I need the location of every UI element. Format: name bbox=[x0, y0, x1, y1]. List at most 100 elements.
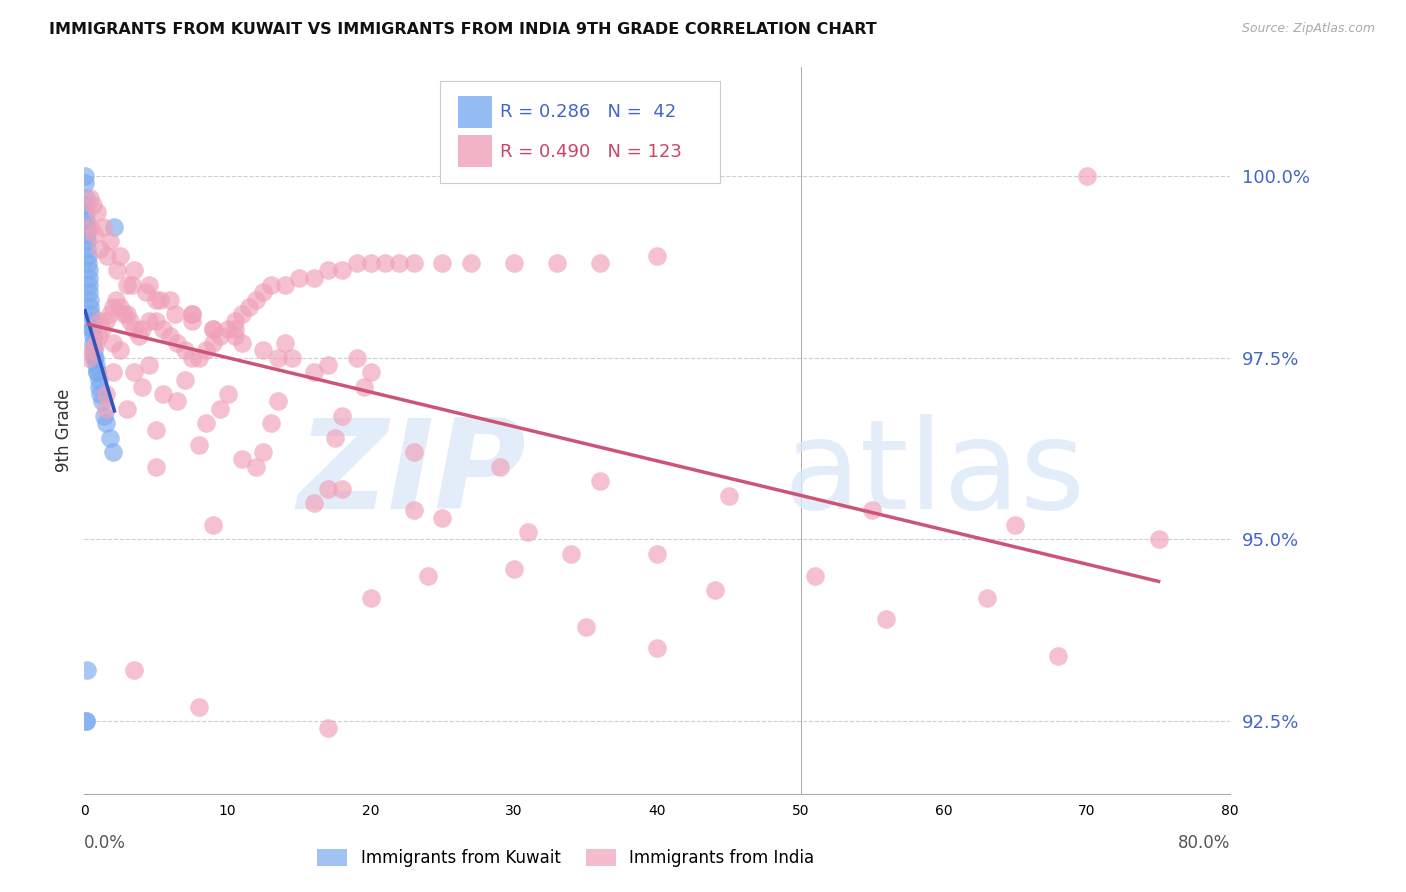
Point bbox=[976, 591, 998, 605]
Point bbox=[302, 496, 325, 510]
Point bbox=[188, 351, 211, 365]
Point bbox=[145, 293, 167, 307]
Point bbox=[79, 293, 101, 307]
Point bbox=[77, 256, 100, 270]
Point bbox=[860, 503, 883, 517]
Point bbox=[79, 285, 101, 300]
Point bbox=[180, 307, 202, 321]
Point bbox=[121, 277, 143, 292]
Point bbox=[224, 314, 246, 328]
Point bbox=[173, 343, 195, 358]
Point bbox=[145, 459, 167, 474]
Point bbox=[80, 321, 103, 335]
Point bbox=[145, 314, 167, 328]
Point bbox=[875, 612, 898, 626]
Point bbox=[402, 503, 425, 517]
Point bbox=[252, 285, 274, 300]
Point bbox=[360, 256, 382, 270]
FancyBboxPatch shape bbox=[458, 136, 492, 167]
Point bbox=[330, 263, 353, 277]
Point bbox=[76, 663, 98, 677]
Point bbox=[166, 336, 188, 351]
Point bbox=[87, 372, 110, 386]
Point bbox=[87, 314, 110, 328]
Point bbox=[77, 351, 100, 365]
Point bbox=[503, 561, 526, 575]
Point bbox=[131, 380, 153, 394]
Point bbox=[82, 336, 104, 351]
Point bbox=[330, 409, 353, 423]
Point bbox=[316, 722, 339, 736]
Point bbox=[202, 321, 225, 335]
Point bbox=[173, 372, 195, 386]
Point bbox=[104, 293, 127, 307]
Point bbox=[114, 307, 136, 321]
Point bbox=[75, 212, 97, 227]
Point bbox=[94, 401, 117, 416]
Point bbox=[89, 242, 111, 256]
Point bbox=[804, 568, 827, 582]
Point bbox=[124, 321, 146, 335]
Point bbox=[346, 256, 368, 270]
Point bbox=[138, 314, 160, 328]
Point bbox=[517, 525, 540, 540]
Point bbox=[90, 394, 112, 409]
Point bbox=[82, 198, 104, 212]
Point bbox=[245, 293, 267, 307]
Point bbox=[84, 351, 107, 365]
Point bbox=[252, 343, 274, 358]
Text: IMMIGRANTS FROM KUWAIT VS IMMIGRANTS FROM INDIA 9TH GRADE CORRELATION CHART: IMMIGRANTS FROM KUWAIT VS IMMIGRANTS FRO… bbox=[49, 22, 877, 37]
Point bbox=[131, 321, 153, 335]
Point bbox=[274, 336, 297, 351]
Point bbox=[195, 343, 218, 358]
Point bbox=[460, 256, 482, 270]
Point bbox=[76, 227, 98, 241]
Point bbox=[124, 663, 146, 677]
Point bbox=[101, 336, 124, 351]
Point bbox=[124, 263, 146, 277]
Point bbox=[166, 394, 188, 409]
Point bbox=[1047, 648, 1070, 663]
Point bbox=[402, 445, 425, 459]
Point bbox=[231, 336, 253, 351]
Point bbox=[360, 365, 382, 379]
Point bbox=[560, 547, 582, 561]
Point bbox=[163, 307, 186, 321]
Point bbox=[75, 714, 97, 728]
Point bbox=[76, 219, 98, 234]
Point bbox=[75, 191, 97, 205]
Point bbox=[267, 394, 290, 409]
Point bbox=[188, 699, 211, 714]
Point bbox=[135, 285, 157, 300]
Point bbox=[418, 568, 440, 582]
Point bbox=[346, 351, 368, 365]
Point bbox=[75, 169, 97, 183]
Point bbox=[105, 263, 128, 277]
Point bbox=[108, 249, 131, 263]
Point bbox=[281, 351, 304, 365]
Point bbox=[75, 714, 97, 728]
Point bbox=[124, 365, 146, 379]
Point bbox=[94, 416, 117, 430]
Point bbox=[432, 256, 454, 270]
Point bbox=[101, 300, 124, 314]
Point bbox=[402, 256, 425, 270]
Point bbox=[360, 591, 382, 605]
Point bbox=[224, 329, 246, 343]
Point bbox=[90, 321, 112, 335]
Point bbox=[195, 416, 218, 430]
Legend: Immigrants from Kuwait, Immigrants from India: Immigrants from Kuwait, Immigrants from … bbox=[311, 842, 821, 873]
Point bbox=[80, 307, 103, 321]
Point bbox=[316, 482, 339, 496]
Point bbox=[75, 176, 97, 190]
Point bbox=[103, 219, 125, 234]
Point bbox=[259, 277, 281, 292]
Point bbox=[77, 263, 100, 277]
Point bbox=[546, 256, 568, 270]
Point bbox=[89, 387, 111, 401]
Point bbox=[75, 198, 97, 212]
Point bbox=[76, 235, 98, 249]
Point bbox=[94, 387, 117, 401]
Point bbox=[316, 358, 339, 372]
Point bbox=[96, 249, 118, 263]
